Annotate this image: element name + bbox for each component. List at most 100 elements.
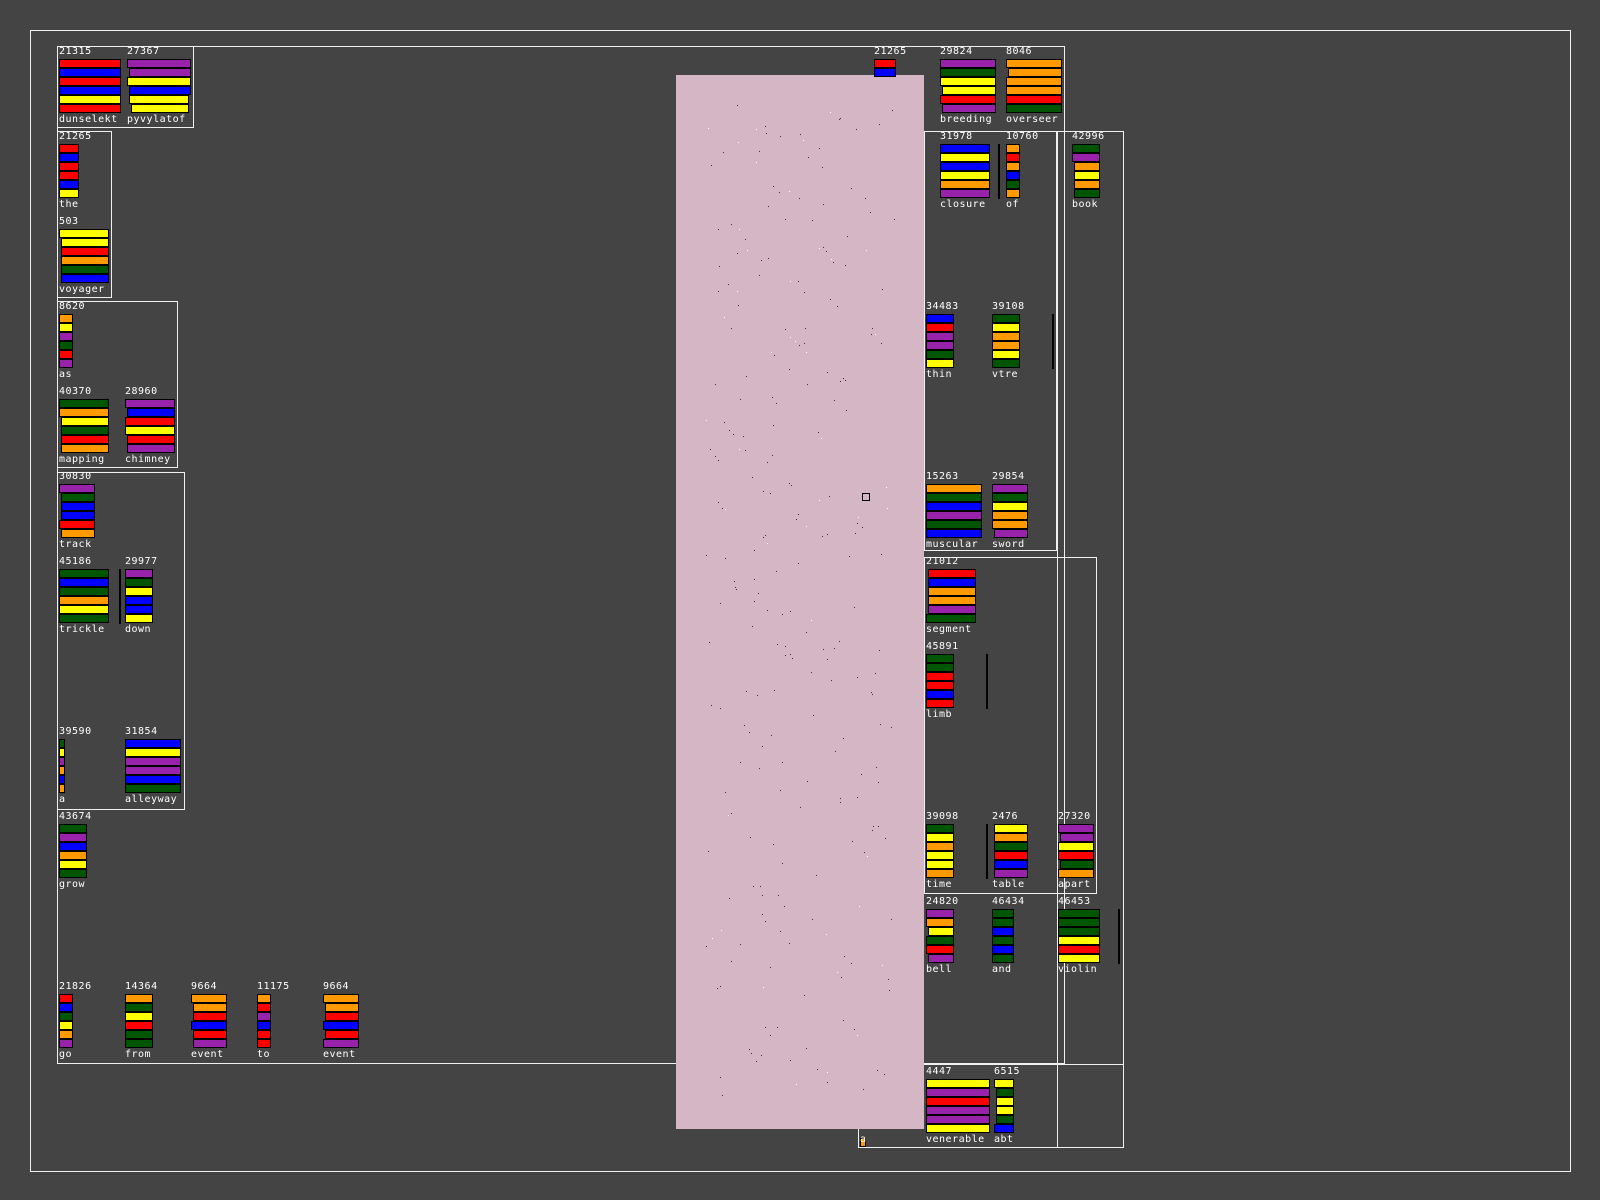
- scatter-dot: [738, 305, 739, 306]
- scatter-dot: [767, 610, 768, 611]
- scatter-dot: [771, 352, 772, 353]
- bar-segment: [61, 511, 95, 520]
- bar-segment: [926, 672, 954, 681]
- block-label: event: [323, 1049, 356, 1060]
- visualization-panel[interactable]: [676, 75, 924, 1129]
- bar-segment: [125, 426, 175, 435]
- scatter-dot: [795, 341, 796, 342]
- scatter-dot: [806, 526, 807, 527]
- scatter-dot: [867, 856, 868, 857]
- bar-segment: [940, 171, 990, 180]
- bar-segment: [61, 493, 95, 502]
- bar-segment: [59, 578, 109, 587]
- bar-segment: [992, 332, 1020, 341]
- bar-segment: [994, 824, 1028, 833]
- scatter-dot: [729, 898, 730, 899]
- scatter-dot: [773, 844, 774, 845]
- scatter-dot: [762, 746, 763, 747]
- scatter-dot: [856, 129, 857, 130]
- scatter-dot: [841, 977, 842, 978]
- scatter-dot: [759, 275, 760, 276]
- bar-segment: [59, 484, 95, 493]
- scatter-dot: [834, 648, 835, 649]
- scatter-dot: [759, 151, 760, 152]
- bar-segment: [257, 994, 271, 1003]
- scatter-dot: [822, 167, 823, 168]
- scatter-dot: [737, 105, 738, 106]
- scatter-dot: [849, 556, 850, 557]
- bar-segment: [992, 484, 1028, 493]
- bar-segment: [1058, 824, 1094, 833]
- scatter-dot: [880, 724, 881, 725]
- scatter-dot: [777, 644, 778, 645]
- scatter-dot: [708, 851, 709, 852]
- scatter-dot: [837, 972, 838, 973]
- bar-segment: [61, 247, 109, 256]
- bar-segment: [59, 784, 65, 793]
- block-count: 27320: [1058, 811, 1091, 822]
- scatter-dot: [798, 563, 799, 564]
- scatter-dot: [894, 219, 895, 220]
- scatter-dot: [728, 815, 729, 816]
- block-count: 9664: [323, 981, 350, 992]
- scatter-dot: [819, 148, 820, 149]
- block-label: mapping: [59, 454, 105, 465]
- scatter-dot: [749, 1049, 750, 1050]
- bar-segment: [59, 359, 73, 368]
- scatter-dot: [804, 343, 805, 344]
- bar-segment: [926, 511, 982, 520]
- bar-segment: [129, 86, 191, 95]
- scatter-dot: [827, 1082, 828, 1083]
- scatter-dot: [857, 797, 858, 798]
- scatter-dot: [804, 292, 805, 293]
- block-label: to: [257, 1049, 271, 1060]
- bar-segment: [992, 323, 1020, 332]
- bar-segment: [61, 444, 109, 453]
- scatter-dot: [837, 306, 838, 307]
- bar-segment: [926, 529, 982, 538]
- group-frame-left-2: [57, 131, 112, 298]
- bar-segment: [59, 350, 73, 359]
- bar-segment: [59, 314, 73, 323]
- scatter-dot: [789, 943, 790, 944]
- bar-segment: [940, 162, 990, 171]
- scatter-dot: [754, 579, 755, 580]
- bar-segment: [125, 578, 153, 587]
- scatter-dot: [803, 140, 804, 141]
- bar-segment: [127, 408, 175, 417]
- scatter-dot: [791, 485, 792, 486]
- scatter-dot: [718, 502, 719, 503]
- bar-segment: [940, 180, 990, 189]
- bar-segment: [926, 690, 954, 699]
- scatter-dot: [718, 291, 719, 292]
- block-label: closure: [940, 199, 986, 210]
- selection-cursor[interactable]: [862, 493, 870, 501]
- scatter-dot: [812, 220, 813, 221]
- scatter-dot: [873, 826, 874, 827]
- block-count: 46453: [1058, 896, 1091, 907]
- bar-segment: [926, 824, 954, 833]
- scatter-dot: [819, 248, 820, 249]
- scatter-dot: [740, 944, 741, 945]
- bar-segment: [1072, 144, 1100, 153]
- block-count: 43674: [59, 811, 92, 822]
- bar-segment: [59, 1030, 73, 1039]
- scatter-dot: [723, 152, 724, 153]
- scatter-dot: [734, 581, 735, 582]
- bar-segment: [1074, 162, 1100, 171]
- bar-segment: [926, 909, 954, 918]
- scatter-dot: [756, 162, 757, 163]
- scatter-dot: [861, 774, 862, 775]
- bar-segment: [59, 153, 79, 162]
- bar-segment: [61, 435, 109, 444]
- scatter-dot: [844, 956, 845, 957]
- bar-segment: [59, 605, 109, 614]
- scatter-dot: [831, 680, 832, 681]
- bar-segment: [928, 954, 954, 963]
- bar-segment: [926, 833, 954, 842]
- bar-segment: [926, 1124, 990, 1133]
- bar-segment: [928, 569, 976, 578]
- scatter-dot: [840, 381, 841, 382]
- bar-segment: [193, 1012, 227, 1021]
- bar-segment: [59, 587, 109, 596]
